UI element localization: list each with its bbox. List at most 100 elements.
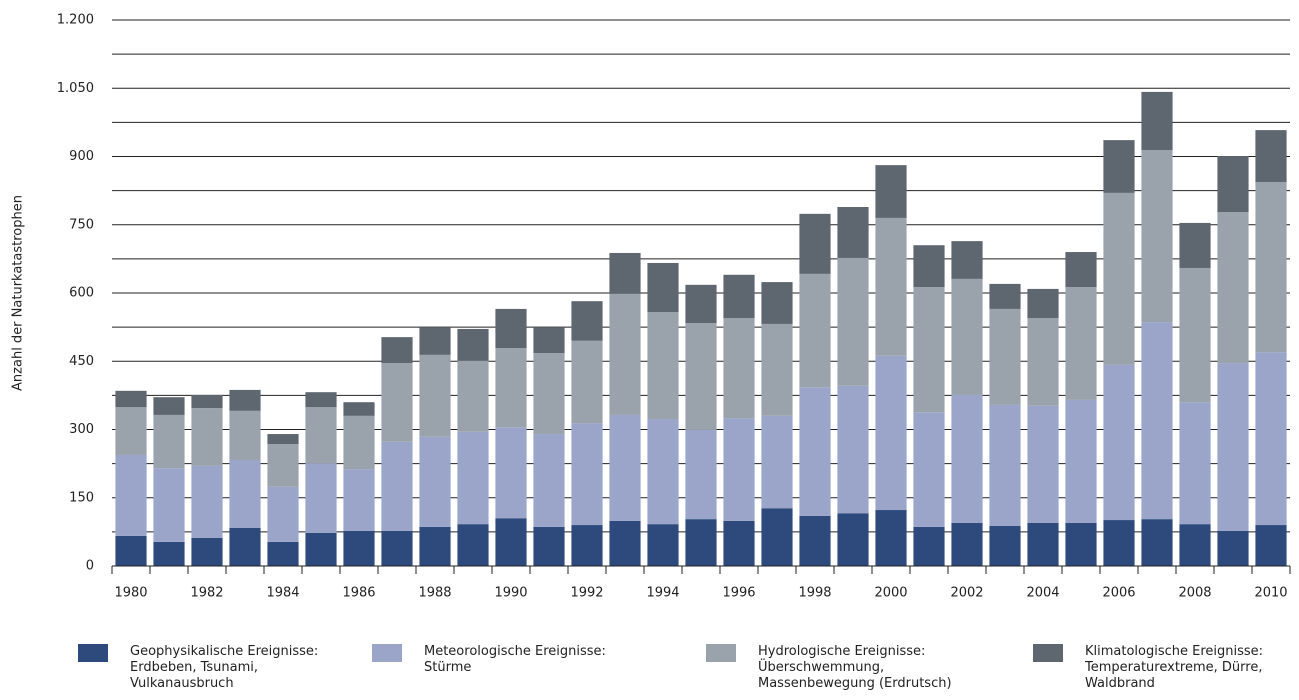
bar-segment — [229, 527, 261, 566]
legend: Geophysikalische Ereignisse: Erdbeben, T… — [0, 644, 1299, 700]
bar-segment — [343, 402, 375, 416]
bar-segment — [229, 410, 261, 460]
x-tick-label: 2004 — [1026, 586, 1059, 601]
bar-segment — [799, 515, 831, 566]
bar-segment — [381, 530, 413, 566]
bar-segment — [381, 363, 413, 442]
bar-segment — [305, 392, 337, 408]
bar-segment — [115, 454, 147, 536]
chart: Anzahl der Naturkatastrophen 0 150 300 450 6… — [11, 13, 1291, 601]
bar-segment — [343, 530, 375, 566]
bar-segment — [343, 469, 375, 531]
bar-segment — [457, 328, 489, 361]
bar-segment — [1065, 252, 1097, 288]
legend-label: Hydrologische Ereignisse: Überschwemmung… — [758, 644, 952, 691]
x-tick-label: 1998 — [798, 586, 831, 601]
bar-segment — [1103, 364, 1135, 521]
bar-segment — [495, 348, 527, 428]
bar-segment — [1027, 522, 1059, 566]
bar-segment — [191, 537, 223, 566]
bar-segment — [381, 337, 413, 364]
bar-segment — [1255, 525, 1287, 566]
bar-segment — [153, 541, 185, 566]
bar-segment — [799, 213, 831, 274]
bar-segment — [761, 282, 793, 324]
bar-segment — [1065, 522, 1097, 566]
y-tick-label: 0 — [86, 559, 94, 574]
bar-segment — [685, 323, 717, 430]
bar-segment — [609, 414, 641, 521]
bar-segment — [495, 308, 527, 349]
legend-swatch — [706, 644, 736, 662]
bar-segment — [989, 308, 1021, 405]
bar-segment — [571, 301, 603, 341]
bar-segment — [647, 262, 679, 313]
bar-segment — [1255, 181, 1287, 353]
bar-segment — [419, 354, 451, 437]
bar-segment — [267, 541, 299, 566]
bar-segment — [875, 165, 907, 218]
bar-segment — [761, 323, 793, 416]
legend-swatch — [1033, 644, 1063, 662]
bar-segment — [229, 459, 261, 528]
x-tick-label: 1980 — [114, 586, 147, 601]
bar-segment — [951, 241, 983, 279]
bar-segment — [913, 287, 945, 413]
bar-segment — [647, 524, 679, 566]
x-tick-label: 2006 — [1102, 586, 1135, 601]
bar-segment — [1179, 222, 1211, 268]
bar-segment — [1179, 524, 1211, 566]
bar-segment — [723, 520, 755, 566]
bar-segment — [1027, 405, 1059, 523]
bar-segment — [381, 441, 413, 531]
legend-label: Meteorologische Ereignisse: Stürme — [424, 644, 606, 675]
y-tick-label: 600 — [69, 286, 94, 301]
bar-segment — [1217, 363, 1249, 531]
bar-segment — [419, 436, 451, 527]
bar-segment — [419, 327, 451, 355]
y-tick-label: 450 — [69, 354, 94, 369]
y-tick-label: 150 — [69, 490, 94, 505]
y-tick-label: 300 — [69, 422, 94, 437]
bar-segment — [685, 519, 717, 566]
bar-segment — [1255, 352, 1287, 526]
bar-segment — [799, 387, 831, 516]
bar-segment — [153, 414, 185, 469]
bar-segment — [495, 518, 527, 566]
bar-segment — [1255, 130, 1287, 182]
bar-segment — [457, 524, 489, 566]
bar-segment — [685, 284, 717, 324]
bar-segment — [305, 407, 337, 464]
bar-segment — [191, 465, 223, 538]
legend-item: Hydrologische Ereignisse: Überschwemmung… — [706, 644, 973, 692]
bar-segment — [951, 394, 983, 523]
legend-swatch — [78, 644, 108, 662]
bar-segment — [1141, 519, 1173, 566]
legend-swatch — [372, 644, 402, 662]
bar-segment — [115, 390, 147, 408]
legend-label: Geophysikalische Ereignisse: Erdbeben, T… — [130, 644, 319, 691]
x-tick-label: 1986 — [342, 586, 375, 601]
bar-segment — [267, 444, 299, 487]
bar-segment — [191, 408, 223, 466]
bar-segment — [1065, 399, 1097, 523]
bar-segment — [267, 434, 299, 445]
bar-segment — [723, 418, 755, 521]
bar-segment — [837, 385, 869, 514]
x-tick-label: 1984 — [266, 586, 299, 601]
bar-segment — [913, 412, 945, 527]
y-tick-label: 750 — [69, 217, 94, 232]
bar-segment — [571, 340, 603, 424]
bar-segment — [457, 431, 489, 525]
bar-segment — [1141, 322, 1173, 520]
bar-segment — [229, 389, 261, 411]
bar-segment — [419, 526, 451, 566]
bar-segment — [609, 520, 641, 566]
x-tick-label: 2008 — [1178, 586, 1211, 601]
y-tick-label: 1.200 — [57, 13, 94, 28]
bar-segment — [989, 404, 1021, 526]
bar-segment — [191, 394, 223, 409]
x-tick-label: 2002 — [950, 586, 983, 601]
bar-segment — [1103, 192, 1135, 365]
